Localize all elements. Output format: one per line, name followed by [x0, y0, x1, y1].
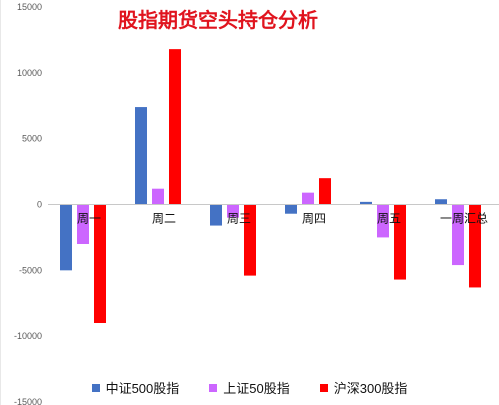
bar-csi300 — [319, 178, 331, 205]
bar-sse50 — [302, 192, 314, 205]
bar-csi300 — [94, 204, 106, 323]
legend-swatch-sse50 — [209, 383, 218, 392]
legend-swatch-csi500 — [91, 383, 100, 392]
x-tick-label: 周二 — [152, 212, 176, 226]
x-axis-labels: 周一 周二 周三 周四 周五 一周汇总 — [77, 212, 488, 226]
bars-layer — [60, 49, 481, 323]
legend: 中证500股指 上证50股指 沪深300股指 — [0, 378, 499, 397]
x-tick-label: 周五 — [377, 212, 401, 226]
y-tick-label: 5000 — [22, 134, 42, 144]
legend-label-sse50: 上证50股指 — [223, 381, 290, 396]
y-tick-label: -10000 — [14, 331, 42, 341]
bar-sse50 — [152, 188, 164, 205]
y-axis: 15000 10000 5000 0 -5000 -10000 -15000 — [14, 2, 42, 405]
bar-csi300 — [244, 204, 256, 276]
y-tick-label: 0 — [37, 200, 42, 210]
legend-item-csi300: 沪深300股指 — [319, 378, 408, 397]
y-tick-label: -15000 — [14, 397, 42, 405]
legend-label-csi500: 中证500股指 — [105, 381, 180, 396]
x-tick-label: 周三 — [227, 212, 251, 226]
x-tick-label: 周四 — [302, 212, 326, 226]
bar-csi500 — [285, 204, 297, 214]
y-tick-label: 15000 — [17, 2, 42, 12]
legend-label-csi300: 沪深300股指 — [333, 381, 408, 396]
legend-item-sse50: 上证50股指 — [209, 378, 290, 397]
bar-csi500 — [135, 107, 147, 205]
bar-csi500 — [360, 201, 372, 205]
bar-csi300 — [469, 204, 481, 288]
legend-swatch-csi300 — [319, 383, 328, 392]
bar-csi300 — [169, 49, 181, 205]
legend-item-csi500: 中证500股指 — [91, 378, 180, 397]
x-tick-label: 一周汇总 — [440, 212, 488, 226]
x-tick-label: 周一 — [77, 212, 101, 226]
y-tick-label: 10000 — [17, 68, 42, 78]
bar-csi500 — [60, 204, 72, 271]
bar-sse50 — [77, 204, 89, 244]
bar-sse50 — [377, 204, 389, 238]
bar-csi300 — [394, 204, 406, 280]
chart-title: 股指期货空头持仓分析 — [118, 8, 318, 32]
bar-sse50 — [452, 204, 464, 266]
y-tick-label: -5000 — [19, 265, 42, 275]
bar-sse50 — [227, 204, 239, 218]
bar-csi500 — [435, 199, 447, 205]
bar-csi500 — [210, 204, 222, 226]
